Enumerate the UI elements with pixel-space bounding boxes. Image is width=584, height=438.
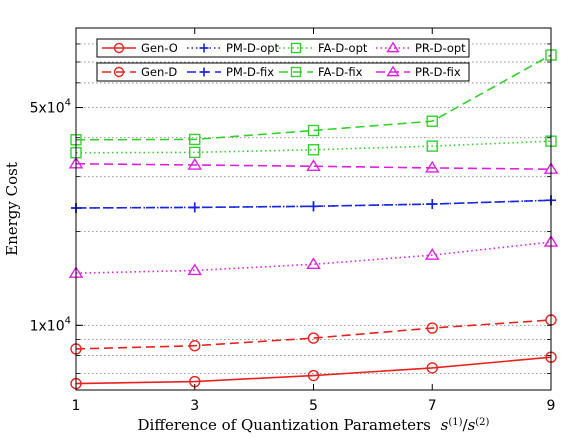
series-pm-d-fix: [71, 195, 556, 213]
y-tick-exponent: 4: [65, 98, 71, 109]
series-pr-d-opt: [68, 234, 559, 278]
series-line: [75, 199, 552, 209]
marker-triangle: [306, 257, 321, 270]
series-line: [75, 356, 552, 385]
legend-entry-pm-d-opt: PM-D-opt: [187, 41, 280, 55]
marker-triangle: [424, 160, 440, 173]
series-line: [75, 241, 552, 274]
series-gen-d: [70, 314, 557, 355]
marker-circle: [307, 369, 320, 382]
legend-entry-gen-o: Gen-O: [102, 41, 178, 55]
marker-circle: [189, 340, 201, 352]
legend-entry-fa-d-fix: FA-D-fix: [279, 65, 363, 79]
x-tick-label: 5: [309, 398, 318, 414]
legend-entry-fa-d-opt: FA-D-opt: [279, 41, 368, 55]
marker-square: [307, 144, 320, 156]
x-axis-label-s1: s: [441, 416, 449, 434]
marker-circle: [113, 66, 125, 78]
series-line: [75, 162, 552, 170]
x-tick-label: 3: [190, 398, 199, 414]
x-axis-label-text: Difference of Quantization Parameters: [138, 416, 431, 434]
marker-square: [290, 66, 302, 78]
marker-square: [307, 124, 320, 137]
x-axis-label-s2: s: [468, 416, 476, 434]
series-gen-o: [70, 351, 557, 390]
legend-entry-pm-d-fix: PM-D-fix: [187, 65, 274, 79]
y-tick-exponent: 4: [65, 315, 71, 326]
marker-triangle: [424, 248, 440, 260]
marker-triangle: [386, 65, 400, 77]
marker-square: [426, 115, 438, 127]
marker-square: [189, 146, 201, 159]
x-axis-label-slash: /: [463, 416, 469, 434]
y-axis-label: Energy Cost: [3, 162, 21, 256]
legend-label: Gen-O: [141, 41, 178, 55]
marker-triangle: [306, 159, 321, 171]
legend-label: Gen-D: [141, 65, 177, 79]
series-layer: [68, 49, 559, 390]
series-line: [75, 140, 552, 154]
series-line: [75, 319, 552, 350]
legend-label: PR-D-fix: [415, 65, 461, 79]
legend-label: PR-D-opt: [415, 41, 466, 55]
legend: Gen-O PM-D-opt FA-D-opt PR-D-opt Gen-D PM-D-f…: [96, 38, 470, 82]
legend-entry-gen-d: Gen-D: [102, 65, 177, 79]
legend-entry-pr-d-fix: PR-D-fix: [376, 65, 461, 79]
series-pr-d-fix: [68, 156, 559, 174]
marker-circle: [426, 362, 438, 374]
marker-square: [426, 140, 438, 152]
marker-square: [290, 42, 302, 54]
marker-circle: [307, 332, 320, 344]
marker-circle: [113, 42, 125, 54]
legend-entry-pr-d-opt: PR-D-opt: [376, 41, 466, 55]
y-tick-label: 1x104: [30, 315, 71, 334]
marker-square: [189, 133, 201, 146]
marker-triangle: [187, 157, 203, 170]
legend-label: FA-D-opt: [318, 41, 368, 55]
legend-label: PM-D-fix: [226, 65, 274, 79]
x-tick-label: 7: [428, 398, 437, 414]
y-tick-label: 5x104: [30, 98, 71, 117]
y-tick-base: 1x10: [30, 318, 65, 334]
series-fa-d-opt: [70, 135, 557, 159]
marker-triangle: [386, 41, 400, 53]
x-axis-label: Difference of Quantization Parameters s(…: [138, 416, 490, 434]
legend-label: PM-D-opt: [226, 41, 280, 55]
x-axis-label-sup1: (1): [448, 417, 462, 428]
x-tick-label: 1: [72, 398, 81, 414]
x-axis-label-sup2: (2): [475, 417, 489, 428]
legend-box: [96, 38, 470, 58]
legend-label: FA-D-fix: [318, 65, 363, 79]
y-tick-base: 5x10: [30, 101, 65, 117]
marker-triangle: [187, 263, 203, 276]
marker-circle: [426, 322, 438, 334]
x-tick-label: 9: [547, 398, 556, 414]
